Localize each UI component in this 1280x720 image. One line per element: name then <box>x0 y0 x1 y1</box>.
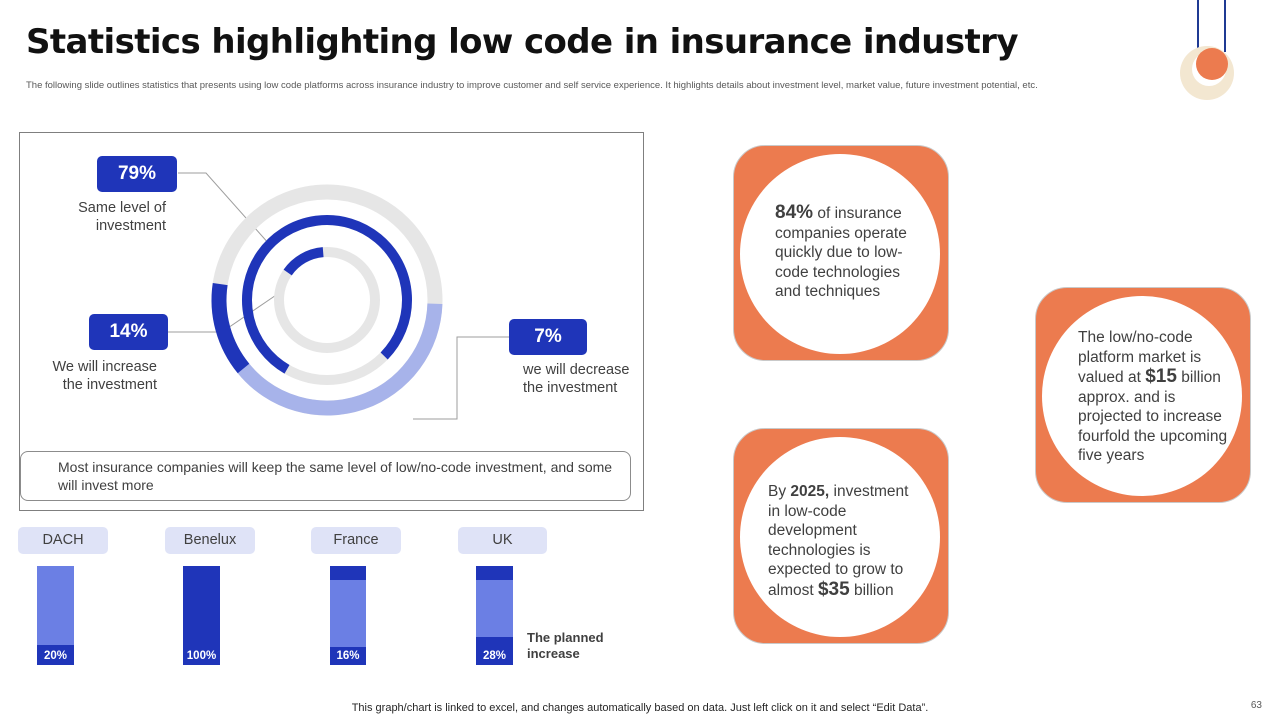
decor-line-left <box>1197 0 1199 52</box>
footer-note: This graph/chart is linked to excel, and… <box>351 702 929 714</box>
card-circle <box>740 154 940 354</box>
bar-fill-france <box>330 647 366 665</box>
stat-card-market <box>1035 287 1251 503</box>
bar-fill-uk <box>476 637 513 665</box>
donut-segment-same <box>242 215 412 374</box>
page-title: Statistics highlighting low code in insu… <box>26 22 1019 62</box>
bar-value-uk: 28% <box>482 650 507 662</box>
donut-chart-panel[interactable]: 79% Same level of investment 14% We will… <box>19 132 644 511</box>
bar-benelux[interactable]: 100% <box>183 566 220 665</box>
page-subtitle: The following slide outlines statistics … <box>26 80 1038 91</box>
segment-label-increase: We will increase the investment <box>52 359 158 393</box>
region-label-uk: UK <box>458 527 547 554</box>
region-label-dach: DACH <box>18 527 108 554</box>
donut-segment-decrease <box>237 303 443 416</box>
segment-label-decrease: we will decrease the investment <box>523 362 630 396</box>
card-circle <box>740 437 940 637</box>
region-label-benelux: Benelux <box>165 527 255 554</box>
segment-label-same: Same level of investment <box>78 200 166 234</box>
bar-value-dach: 20% <box>43 650 68 662</box>
leader-line-decrease <box>413 336 509 420</box>
region-label-france: France <box>311 527 401 554</box>
page-number: 63 <box>1250 700 1262 711</box>
bar-value-benelux: 100% <box>186 650 217 662</box>
value-label-same: 79% <box>97 156 177 192</box>
stat-card-operate <box>733 145 949 361</box>
stat-text-growth: By 2025, investment in low-code developm… <box>768 483 909 600</box>
stat-card-growth <box>733 428 949 644</box>
bar-dach[interactable]: 20% <box>37 566 74 665</box>
bar-fill-benelux <box>183 566 220 665</box>
stat-text-market: The low/no-code platform market is value… <box>1078 329 1228 464</box>
bar-cap-france <box>330 566 366 580</box>
value-label-decrease: 7% <box>509 319 587 355</box>
card-circle <box>1042 296 1242 496</box>
bar-cap-uk <box>476 566 513 580</box>
decor-line-right <box>1224 0 1226 52</box>
value-label-increase: 14% <box>89 314 168 350</box>
bar-fill-dach <box>37 645 74 665</box>
chart-note: Most insurance companies will keep the s… <box>20 451 631 501</box>
donut-track-3 <box>274 247 380 353</box>
donut-segment-decrease-cap <box>211 282 250 374</box>
bar-legend: The planned increase <box>527 630 604 661</box>
donut-segment-increase <box>283 247 324 276</box>
bar-value-france: 16% <box>336 650 360 662</box>
bar-france[interactable]: 16% <box>330 566 366 665</box>
decor-dot <box>1196 48 1228 80</box>
bar-uk[interactable]: 28% <box>476 566 513 665</box>
stat-text-operate: 84% of insurance companies operate quick… <box>775 202 907 300</box>
donut-chart <box>168 172 509 420</box>
